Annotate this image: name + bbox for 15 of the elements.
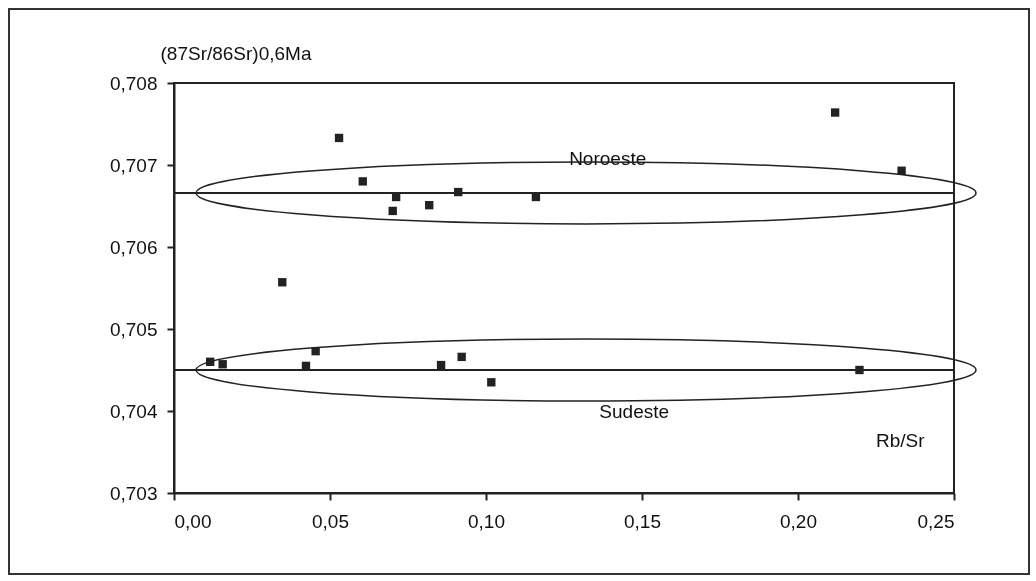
x-tick-label: 0,25 [917,510,955,532]
y-tick-label: 0,707 [109,154,158,176]
x-tick-label: 0,00 [174,510,212,532]
y-tick-label: 0,706 [109,236,158,258]
x-tick-label: 0,05 [312,510,349,532]
y-tick-label: 0,703 [109,482,158,504]
y-tick-label: 0,705 [109,318,158,340]
x-axis-title: Rb/Sr [875,429,926,451]
ref-line-label: Sudeste [599,401,670,422]
y-tick-label: 0,708 [109,72,158,94]
x-tick-label: 0,20 [780,510,817,532]
x-tick-label: 0,10 [468,510,505,532]
y-tick-label: 0,704 [109,400,158,422]
y-axis-title: (87Sr/86Sr)0,6Ma [160,42,312,64]
x-tick-label: 0,15 [624,510,661,532]
